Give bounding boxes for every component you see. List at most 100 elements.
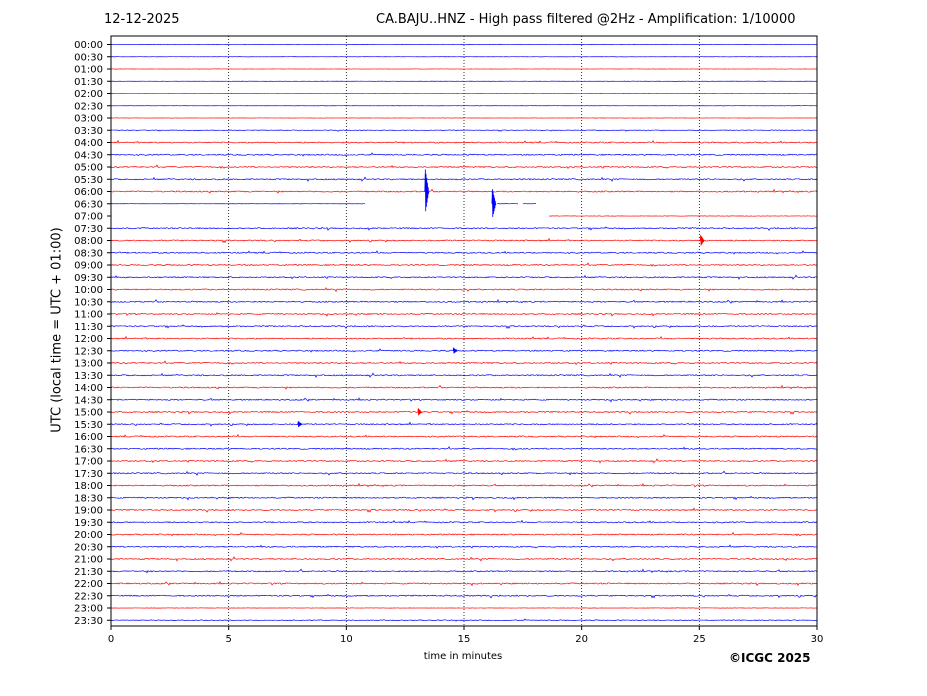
y-tick-label: 11:00 [74, 310, 103, 321]
trace-row-2200 [110, 581, 818, 587]
y-tick-label: 18:00 [74, 481, 103, 492]
x-tick-label: 30 [811, 634, 824, 645]
y-tick-label: 09:00 [74, 261, 103, 272]
y-tick-label: 02:30 [74, 101, 103, 112]
y-tick-label: 06:00 [74, 187, 103, 198]
y-tick-label: 19:00 [74, 506, 103, 517]
y-tick-label: 16:00 [74, 432, 103, 443]
trace-row-1430 [110, 397, 818, 403]
x-tick-label: 15 [458, 634, 471, 645]
y-tick-label: 04:30 [74, 150, 103, 161]
y-tick-label: 16:30 [74, 444, 103, 455]
seismic-event-1230 [452, 347, 458, 354]
y-tick-label: 15:00 [74, 408, 103, 419]
y-tick-label: 22:30 [74, 591, 103, 602]
trace-row-1130 [110, 324, 818, 330]
seismic-event-1530 [297, 421, 303, 428]
trace-row-1300 [110, 360, 818, 365]
trace-row-0430 [110, 152, 818, 157]
trace-row-0800 [110, 237, 818, 244]
y-tick-label: 21:30 [74, 567, 103, 578]
y-tick-label: 03:30 [74, 126, 103, 137]
x-tick-label: 20 [575, 634, 588, 645]
trace-row-1200 [110, 335, 818, 340]
y-tick-label: 10:00 [74, 285, 103, 296]
trace-row-0730 [110, 226, 818, 231]
trace-row-1900 [110, 507, 818, 513]
y-tick-label: 02:00 [74, 89, 103, 100]
trace-row-2030 [110, 544, 818, 549]
x-axis-label: time in minutes [423, 651, 503, 662]
trace-row-1330 [110, 372, 818, 378]
y-tick-label: 14:00 [74, 383, 103, 394]
trace-row-1630 [110, 446, 818, 451]
seismic-event-1500 [417, 408, 423, 416]
trace-row-2230 [110, 593, 818, 599]
y-tick-label: 08:00 [74, 236, 103, 247]
trace-row-1600 [110, 433, 818, 439]
y-tick-label: 09:30 [74, 273, 103, 284]
trace-row-0900 [110, 262, 818, 267]
y-tick-label: 13:00 [74, 359, 103, 370]
trace-row-0500 [110, 164, 818, 169]
y-tick-label: 05:30 [74, 175, 103, 186]
trace-row-2300 [111, 607, 818, 609]
trace-row-1830 [110, 495, 818, 501]
y-tick-label: 08:30 [74, 248, 103, 259]
y-tick-label: 06:30 [74, 199, 103, 210]
trace-row-1730 [110, 470, 818, 476]
y-tick-label: 05:00 [74, 163, 103, 174]
y-tick-label: 18:30 [74, 493, 103, 504]
x-tick-label: 5 [225, 634, 231, 645]
y-tick-label: 00:30 [74, 52, 103, 63]
trace-row-0930 [110, 274, 818, 280]
y-tick-label: 23:30 [74, 616, 103, 627]
trace-row-1100 [110, 312, 818, 317]
trace-row-0530 [110, 176, 818, 182]
trace-row-1500 [110, 410, 818, 415]
y-tick-label: 20:30 [74, 542, 103, 553]
seismic-event-0630 [491, 189, 497, 218]
y-tick-label: 17:00 [74, 457, 103, 468]
axis-layer: 0 5 10 15 20 25 30 00:0000:30 01:0001:3002:0002:… [74, 40, 823, 645]
trace-row-1230 [110, 348, 818, 353]
y-tick-label: 19:30 [74, 518, 103, 529]
y-tick-label: 20:00 [74, 530, 103, 541]
y-tick-label: 07:00 [74, 212, 103, 223]
trace-row-1800 [110, 482, 818, 488]
y-tick-label: 15:30 [74, 420, 103, 431]
y-tick-label: 23:00 [74, 604, 103, 615]
trace-row-2330 [110, 618, 818, 622]
y-tick-label: 00:00 [74, 40, 103, 51]
seismic-event-0800 [699, 234, 705, 246]
y-tick-label: 13:30 [74, 371, 103, 382]
x-tick-label: 25 [693, 634, 706, 645]
trace-row-0330 [110, 129, 818, 132]
x-tick-label: 0 [108, 634, 114, 645]
copyright-text: ©ICGC 2025 [729, 651, 811, 665]
y-tick-label: 01:30 [74, 77, 103, 88]
trace-row-1000 [110, 287, 818, 293]
chart-date: 12-12-2025 [104, 12, 180, 27]
y-tick-label: 07:30 [74, 224, 103, 235]
trace-row-2130 [110, 568, 818, 574]
trace-row-1530 [110, 421, 818, 427]
trace-row-1400 [110, 384, 818, 390]
y-tick-label: 01:00 [74, 65, 103, 76]
y-tick-label: 04:00 [74, 138, 103, 149]
trace-row-1030 [110, 298, 818, 304]
grid-layer [228, 36, 700, 626]
y-tick-label: 12:00 [74, 334, 103, 345]
trace-row-2100 [110, 556, 818, 562]
y-tick-label: 03:00 [74, 114, 103, 125]
trace-row-2000 [110, 531, 818, 537]
y-tick-label: 17:30 [74, 469, 103, 480]
x-tick-label: 10 [340, 634, 353, 645]
seismic-event-0600 [424, 169, 430, 212]
trace-row-0600 [110, 188, 818, 194]
y-tick-label: 14:30 [74, 395, 103, 406]
trace-row-0400 [110, 139, 818, 144]
y-tick-label: 22:00 [74, 579, 103, 590]
y-tick-label: 21:00 [74, 555, 103, 566]
